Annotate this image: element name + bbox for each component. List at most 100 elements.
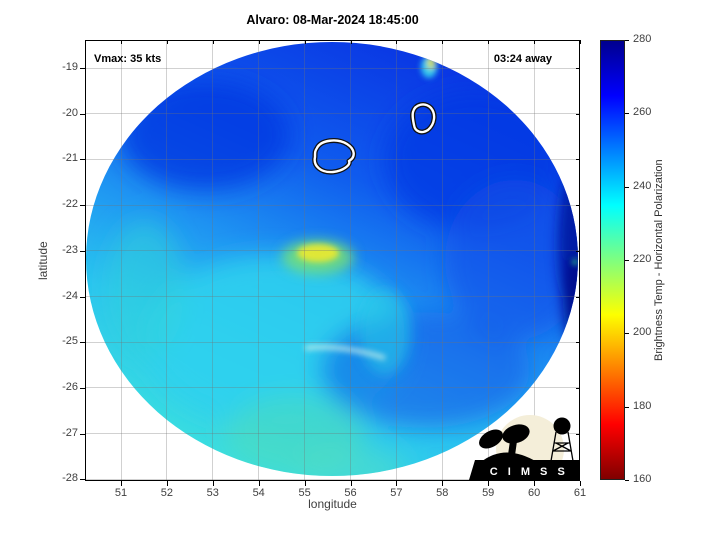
y-tick-mark-right — [576, 68, 580, 69]
cimss-logo: C I M S S — [469, 415, 580, 481]
y-tick-mark-right — [576, 387, 580, 389]
y-gridline — [85, 433, 580, 435]
x-tick-mark-top — [488, 40, 490, 44]
vmax-annotation: Vmax: 35 kts — [94, 53, 162, 65]
y-tick-mark — [80, 387, 85, 389]
y-tick-mark — [80, 113, 85, 115]
y-gridline — [85, 296, 580, 298]
colorbar-tick-mark — [625, 40, 629, 41]
x-tick-label: 56 — [344, 487, 357, 499]
cimss-logo-text: C I M S S — [490, 466, 569, 478]
x-tick-label: 51 — [114, 487, 128, 499]
colorbar-tick-mark — [625, 113, 629, 115]
y-tick-label: -21 — [62, 152, 78, 165]
x-tick-mark-top — [166, 40, 168, 44]
y-tick-label: -28 — [62, 472, 78, 485]
x-gridline — [304, 40, 306, 481]
x-gridline — [258, 40, 260, 481]
y-tick-label: -20 — [62, 106, 78, 119]
time-away-annotation: 03:24 away — [493, 53, 552, 65]
y-tick-mark-right — [576, 479, 580, 481]
y-tick-mark-right — [576, 250, 580, 252]
x-tick-mark — [121, 481, 122, 486]
x-gridline — [533, 40, 535, 481]
y-gridline — [85, 113, 580, 115]
y-gridline — [85, 250, 580, 252]
x-tick-label: 53 — [206, 487, 219, 499]
x-tick-mark — [258, 481, 260, 486]
y-tick-label: -22 — [62, 198, 78, 211]
y-tick-mark — [80, 205, 85, 207]
y-tick-mark — [80, 342, 85, 344]
y-tick-mark-right — [576, 159, 580, 161]
x-tick-mark-top — [442, 40, 444, 44]
x-axis-label: longitude — [308, 497, 357, 511]
colorbar-gradient — [600, 40, 625, 480]
contour-ring — [410, 102, 437, 135]
x-tick-mark — [166, 481, 168, 486]
y-tick-mark — [80, 479, 85, 481]
x-tick-label: 60 — [527, 487, 541, 499]
x-tick-mark-top — [258, 40, 260, 44]
x-tick-mark — [350, 481, 352, 486]
y-gridline — [85, 387, 580, 389]
y-gridline — [85, 204, 580, 206]
y-gridline — [85, 67, 580, 69]
overlay-layer: C I M S S — [312, 102, 580, 481]
y-gridline — [85, 478, 580, 480]
x-gridline — [441, 40, 443, 481]
colorbar-tick-mark — [625, 186, 629, 188]
x-tick-label: 52 — [160, 487, 174, 499]
x-gridline — [395, 40, 397, 481]
x-tick-mark — [442, 481, 444, 486]
x-tick-mark — [212, 481, 214, 486]
colorbar-tick-label: 160 — [633, 473, 652, 485]
x-tick-label: 54 — [252, 487, 265, 499]
x-tick-label: 59 — [482, 487, 495, 499]
x-tick-mark-top — [534, 40, 536, 44]
x-tick-mark-top — [121, 40, 122, 44]
contour-ring — [312, 138, 357, 175]
x-tick-mark-top — [350, 40, 352, 44]
x-tick-mark-top — [304, 40, 306, 44]
x-tick-mark-top — [580, 40, 581, 44]
x-gridline — [350, 40, 351, 481]
colorbar-tick-label: 240 — [633, 179, 652, 192]
x-gridline — [487, 40, 489, 481]
y-tick-label: -27 — [62, 426, 78, 439]
y-tick-label: -24 — [62, 289, 78, 302]
y-tick-label: -19 — [62, 61, 78, 73]
y-tick-mark — [80, 159, 85, 161]
y-tick-mark — [80, 433, 85, 435]
colorbar-tick-mark — [625, 406, 629, 408]
y-tick-mark-right — [576, 205, 580, 207]
x-tick-label: 57 — [390, 487, 403, 499]
y-tick-mark-right — [576, 296, 580, 298]
y-tick-mark — [80, 68, 85, 69]
colorbar-tick-label: 260 — [633, 106, 652, 119]
x-tick-label: 58 — [436, 487, 449, 499]
x-tick-mark — [580, 481, 581, 486]
x-tick-mark — [488, 481, 490, 486]
colorbar-tick-mark — [625, 480, 629, 481]
x-tick-label: 55 — [298, 487, 311, 499]
colorbar-tick-label: 180 — [633, 399, 652, 412]
x-gridline — [120, 40, 122, 481]
colorbar-tick-label: 200 — [633, 326, 652, 339]
y-tick-mark — [80, 296, 85, 298]
y-gridline — [85, 158, 580, 160]
y-gridline — [85, 341, 580, 343]
x-tick-mark — [534, 481, 536, 486]
x-tick-mark-top — [396, 40, 398, 44]
y-tick-mark-right — [576, 342, 580, 344]
colorbar-tick-label: 280 — [633, 33, 652, 45]
y-tick-mark-right — [576, 113, 580, 115]
x-gridline — [166, 40, 168, 481]
swath-fine-features — [297, 56, 578, 361]
colorbar-tick-label: 220 — [633, 253, 652, 265]
x-gridline — [212, 40, 214, 481]
y-tick-mark-right — [576, 433, 580, 435]
colorbar-tick-mark — [625, 260, 629, 261]
y-tick-mark — [80, 250, 85, 252]
